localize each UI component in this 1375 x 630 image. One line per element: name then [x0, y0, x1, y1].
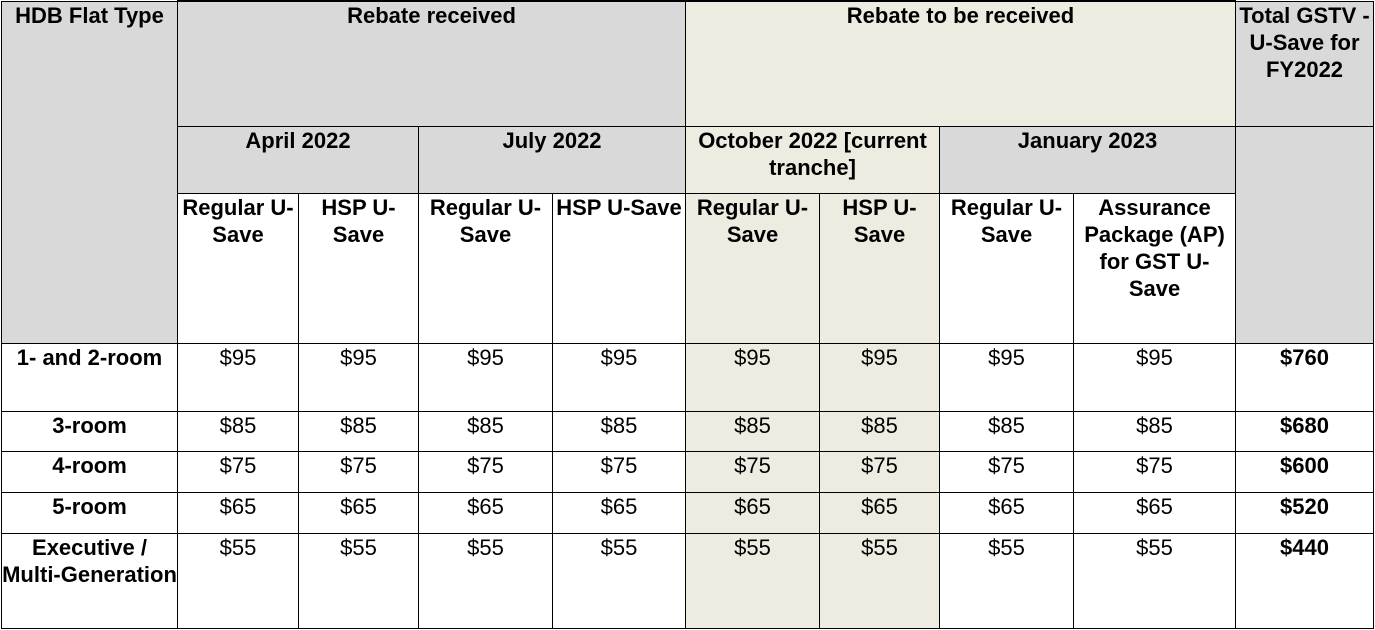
header-total: Total GSTV -U-Save for FY2022	[1235, 0, 1375, 127]
flat-type-cell: 5-room	[1, 491, 178, 534]
value-cell: $75	[298, 450, 419, 493]
header-period-october-2022: October 2022 [current tranche]	[685, 125, 941, 194]
subheader-regular-u-save: Regular U-Save	[939, 192, 1075, 344]
header-rebate-received: Rebate received	[176, 0, 687, 127]
value-cell: $75	[939, 450, 1075, 493]
total-cell: $440	[1235, 532, 1375, 629]
total-cell: $600	[1235, 450, 1375, 493]
value-cell: $85	[177, 410, 299, 452]
value-cell: $75	[177, 450, 299, 493]
value-cell: $95	[819, 342, 941, 412]
value-cell: $85	[685, 410, 821, 452]
value-cell: $85	[551, 410, 687, 452]
subheader-regular-u-save: Regular U-Save	[177, 192, 299, 344]
total-cell: $760	[1235, 342, 1375, 412]
value-cell: $95	[551, 342, 687, 412]
value-cell: $65	[177, 491, 299, 534]
value-cell: $85	[819, 410, 941, 452]
table-row: Executive / Multi-Generation $55 $55 $55…	[1, 532, 1375, 629]
value-cell: $75	[551, 450, 687, 493]
subheader-hsp-u-save: HSP U-Save	[298, 192, 419, 344]
header-period-january-2023: January 2023	[939, 125, 1237, 194]
header-flat-type: HDB Flat Type	[1, 0, 178, 344]
total-cell: $520	[1235, 491, 1375, 534]
value-cell: $95	[177, 342, 299, 412]
value-cell: $55	[1073, 532, 1237, 629]
value-cell: $65	[1073, 491, 1237, 534]
value-cell: $85	[418, 410, 553, 452]
value-cell: $95	[418, 342, 553, 412]
value-cell: $85	[298, 410, 419, 452]
value-cell: $55	[551, 532, 687, 629]
flat-type-cell: 4-room	[1, 450, 178, 493]
total-cell: $680	[1235, 410, 1375, 452]
value-cell: $55	[177, 532, 299, 629]
table-row: 1- and 2-room $95 $95 $95 $95 $95 $95 $9…	[1, 342, 1375, 412]
value-cell: $95	[298, 342, 419, 412]
value-cell: $95	[939, 342, 1075, 412]
value-cell: $55	[819, 532, 941, 629]
value-cell: $65	[819, 491, 941, 534]
value-cell: $85	[939, 410, 1075, 452]
value-cell: $95	[685, 342, 821, 412]
header-period-april-2022: April 2022	[177, 125, 419, 194]
value-cell: $65	[551, 491, 687, 534]
value-cell: $85	[1073, 410, 1237, 452]
subheader-hsp-u-save: HSP U-Save	[819, 192, 941, 344]
subheader-hsp-u-save: HSP U-Save	[551, 192, 687, 344]
value-cell: $75	[1073, 450, 1237, 493]
value-cell: $65	[418, 491, 553, 534]
flat-type-cell: 1- and 2-room	[1, 342, 178, 412]
value-cell: $65	[685, 491, 821, 534]
value-cell: $55	[939, 532, 1075, 629]
header-rebate-to-be-received: Rebate to be received	[685, 0, 1237, 127]
subheader-regular-u-save: Regular U-Save	[418, 192, 553, 344]
header-total-blank	[1235, 125, 1375, 344]
flat-type-cell: 3-room	[1, 410, 178, 452]
header-period-july-2022: July 2022	[417, 125, 687, 194]
value-cell: $55	[298, 532, 419, 629]
table-row: 4-room $75 $75 $75 $75 $75 $75 $75 $75 $…	[1, 450, 1375, 493]
value-cell: $95	[1073, 342, 1237, 412]
value-cell: $75	[819, 450, 941, 493]
value-cell: $75	[685, 450, 821, 493]
table-row: 5-room $65 $65 $65 $65 $65 $65 $65 $65 $…	[1, 491, 1375, 534]
value-cell: $65	[939, 491, 1075, 534]
flat-type-cell: Executive / Multi-Generation	[1, 532, 178, 629]
value-cell: $65	[298, 491, 419, 534]
subheader-regular-u-save: Regular U-Save	[685, 192, 821, 344]
value-cell: $75	[418, 450, 553, 493]
value-cell: $55	[418, 532, 553, 629]
value-cell: $55	[685, 532, 821, 629]
subheader-assurance-package: Assurance Package (AP) for GST U-Save	[1073, 192, 1237, 344]
table-row: 3-room $85 $85 $85 $85 $85 $85 $85 $85 $…	[1, 410, 1375, 452]
